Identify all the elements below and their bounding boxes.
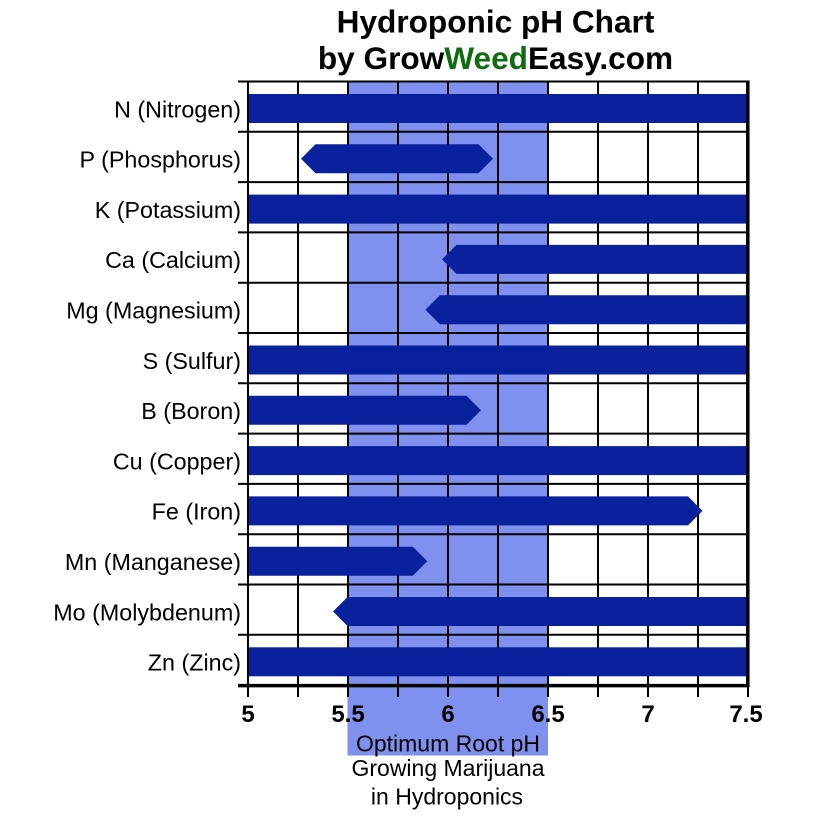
svg-text:P (Phosphorus): P (Phosphorus)	[80, 147, 241, 173]
svg-text:5.5: 5.5	[331, 701, 364, 728]
svg-text:Mg (Magnesium): Mg (Magnesium)	[66, 298, 241, 324]
svg-text:Mo (Molybdenum): Mo (Molybdenum)	[53, 599, 241, 625]
svg-text:K (Potassium): K (Potassium)	[95, 197, 241, 223]
svg-text:Zn (Zinc): Zn (Zinc)	[148, 650, 241, 676]
svg-text:6: 6	[441, 701, 454, 728]
svg-text:N (Nitrogen): N (Nitrogen)	[114, 96, 241, 122]
svg-text:in Hydroponics: in Hydroponics	[371, 783, 523, 809]
svg-text:by GrowWeedEasy.com: by GrowWeedEasy.com	[318, 40, 673, 76]
svg-text:Hydroponic pH Chart: Hydroponic pH Chart	[337, 3, 655, 39]
svg-text:6.5: 6.5	[531, 701, 564, 728]
svg-text:7: 7	[641, 701, 654, 728]
svg-text:S (Sulfur): S (Sulfur)	[143, 348, 241, 374]
svg-text:5: 5	[241, 701, 254, 728]
svg-text:Fe (Iron): Fe (Iron)	[152, 499, 241, 525]
svg-text:Optimum Root pH: Optimum Root pH	[356, 731, 540, 757]
svg-text:Mn (Manganese): Mn (Manganese)	[65, 549, 241, 575]
svg-text:Ca (Calcium): Ca (Calcium)	[105, 247, 241, 273]
svg-text:Cu (Copper): Cu (Copper)	[113, 448, 241, 474]
svg-text:7.5: 7.5	[729, 701, 762, 728]
svg-text:B (Boron): B (Boron)	[141, 398, 241, 424]
svg-text:Growing Marijuana: Growing Marijuana	[351, 755, 544, 781]
